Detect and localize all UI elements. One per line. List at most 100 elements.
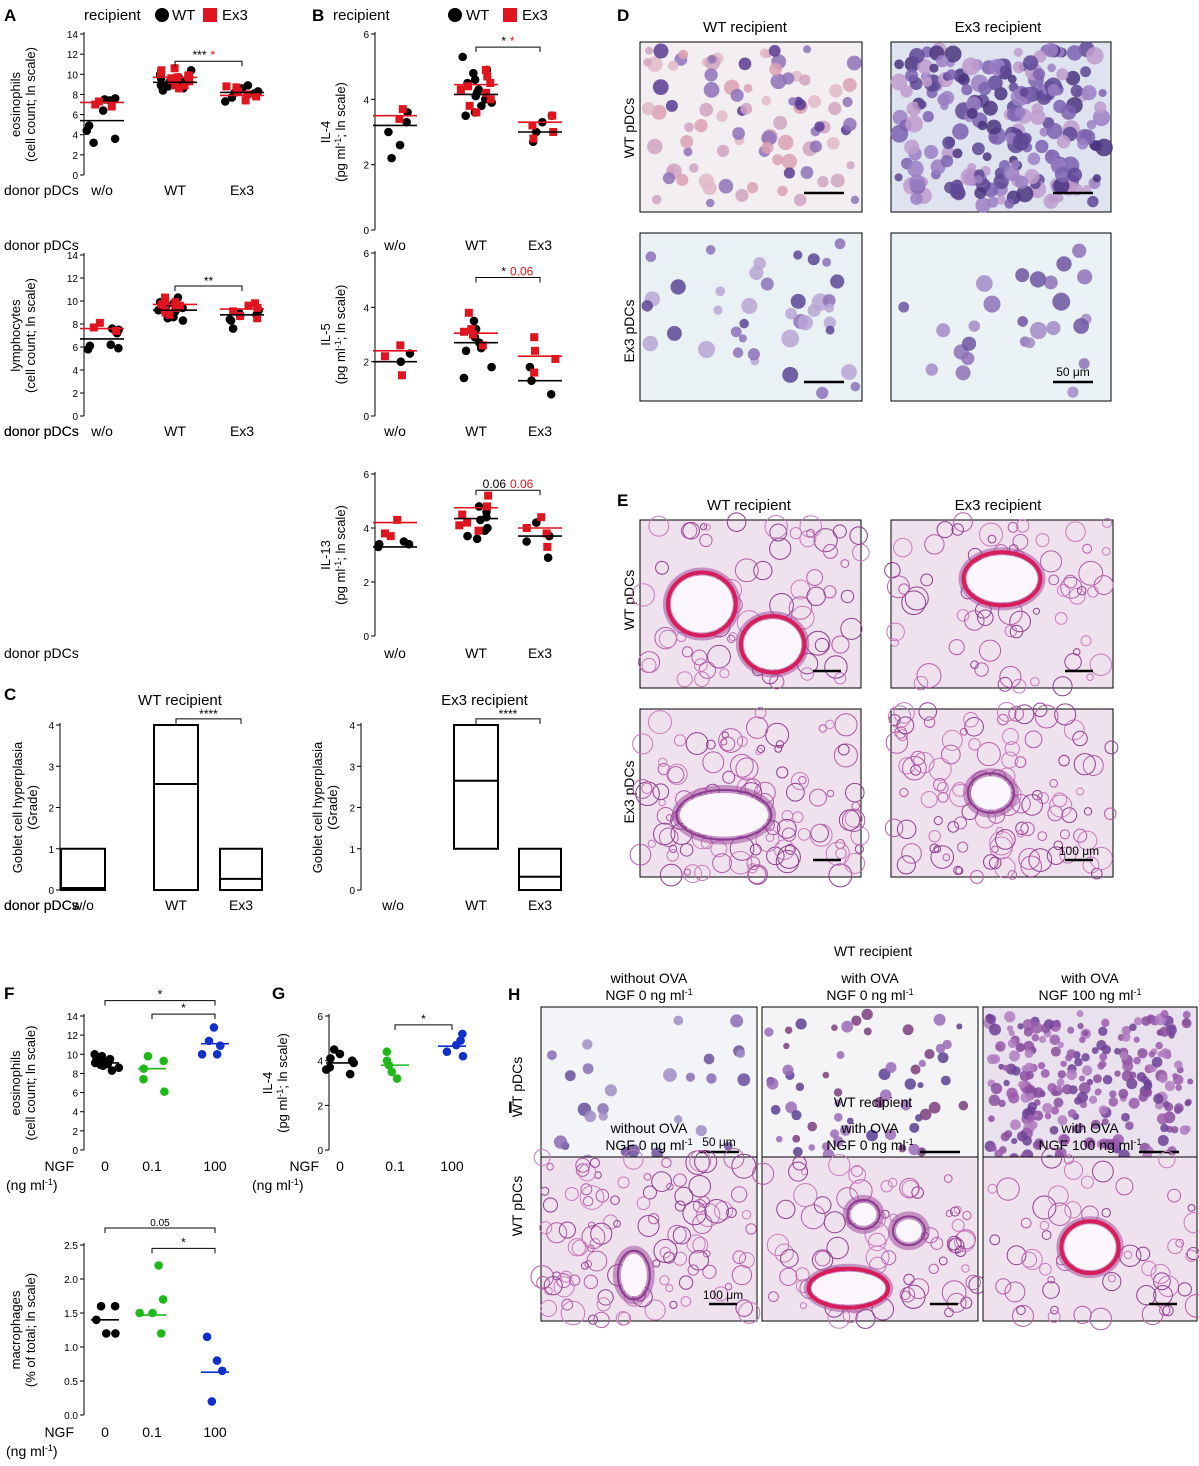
y-axis-label: macrophages — [8, 1290, 23, 1369]
cell — [598, 1111, 608, 1121]
alveolus — [1104, 807, 1117, 820]
data-point-wt — [83, 345, 93, 354]
y-axis-label: lymphocytes — [8, 299, 23, 372]
data-point-ex3 — [530, 333, 539, 342]
data-point-ex3 — [380, 352, 389, 361]
alveolus — [1083, 807, 1093, 816]
data-point-ex3 — [244, 301, 253, 310]
cell — [917, 100, 927, 109]
x-tick-label: 100 — [440, 1158, 464, 1174]
cell — [582, 1063, 594, 1075]
micrograph-lung-section — [982, 1147, 1199, 1331]
data-point-ex3 — [472, 108, 481, 117]
cell — [1160, 1010, 1169, 1019]
x-tick-label: w/o — [381, 897, 404, 913]
grade-box — [219, 847, 263, 891]
cell — [905, 115, 923, 133]
alveolus — [800, 1204, 826, 1230]
cell — [1031, 103, 1044, 115]
data-point — [202, 1332, 212, 1342]
cell — [1184, 1100, 1191, 1107]
cell — [1098, 89, 1107, 98]
column-title: Ex3 recipient — [955, 19, 1043, 36]
data-point-ex3 — [232, 83, 241, 92]
alveolus — [978, 639, 1002, 662]
data-point-wt — [471, 91, 481, 101]
alveolus — [1078, 560, 1104, 586]
airway-lumen — [1064, 1224, 1116, 1271]
cell — [1175, 1084, 1182, 1091]
alveolus — [951, 1218, 965, 1232]
alveolus — [844, 852, 866, 874]
legend-wt-label: WT — [466, 7, 489, 24]
x-tick-label: 0.1 — [385, 1158, 405, 1174]
cell — [652, 79, 669, 96]
cell — [1053, 1019, 1061, 1028]
column-title: with OVA — [1060, 970, 1119, 986]
cell — [1042, 1102, 1053, 1114]
data-point — [154, 1261, 163, 1270]
section-header: WT recipient — [834, 943, 912, 959]
cell — [1044, 1112, 1052, 1120]
alveolus — [1046, 846, 1066, 865]
data-point-ex3 — [222, 82, 231, 91]
alveolus — [1009, 624, 1024, 639]
cell — [1043, 275, 1058, 290]
data-point — [110, 1301, 120, 1311]
cell — [685, 1072, 695, 1082]
cell — [694, 118, 708, 133]
alveolus — [589, 1157, 600, 1168]
alveolus — [1021, 1248, 1043, 1271]
y-tick-label: 2 — [349, 804, 355, 815]
cell — [641, 300, 653, 312]
cell — [547, 1050, 557, 1061]
alveolus — [1064, 1201, 1082, 1219]
alveolus — [916, 663, 942, 689]
data-point-ex3 — [112, 326, 121, 335]
airway-lumen — [966, 555, 1038, 603]
cell — [1090, 1119, 1101, 1130]
cell — [775, 1135, 783, 1143]
cell — [768, 44, 781, 57]
airway-epithelium — [891, 1215, 926, 1247]
y-tick-label: 6 — [72, 1089, 78, 1100]
column-title: without OVA — [610, 1120, 688, 1136]
alveolus — [886, 622, 905, 642]
data-point — [139, 1074, 148, 1084]
cell — [1049, 1125, 1059, 1135]
data-point-ex3 — [229, 307, 238, 316]
cell — [1119, 1051, 1129, 1061]
cell — [1077, 1022, 1084, 1030]
alveolus — [976, 742, 1001, 767]
data-point-wt — [158, 86, 168, 95]
data-point-wt — [472, 534, 482, 544]
data-point — [392, 1074, 402, 1083]
cell — [884, 1128, 897, 1141]
x-axis-unit: (ng ml-1) — [6, 1177, 58, 1193]
alveolus — [987, 534, 997, 544]
cell — [1086, 119, 1097, 130]
alveolus — [885, 731, 909, 754]
alveolus — [1007, 870, 1018, 880]
alveolus — [681, 646, 693, 658]
alveolus — [774, 744, 783, 753]
alveolus — [698, 661, 717, 679]
cell — [1003, 165, 1020, 181]
alveolus — [1089, 846, 1113, 871]
chart-g1: 0 2 4 6 IL-4(pg ml-1; ln scale) * NGF (ng ml-1)… — [252, 1012, 468, 1193]
cell — [1067, 167, 1083, 183]
x-tick-label: Ex3 — [528, 897, 552, 913]
alveolus — [1030, 676, 1040, 687]
alveolus — [896, 855, 916, 875]
legend-title: recipient — [84, 7, 142, 24]
cell — [707, 54, 717, 64]
alveolus — [948, 639, 965, 656]
alveolus — [899, 787, 909, 798]
alveolus — [814, 637, 830, 653]
cell — [1023, 1027, 1033, 1037]
significance-bracket — [174, 285, 243, 292]
panel-letter-c: C — [4, 685, 16, 704]
cell — [706, 1073, 717, 1084]
cell — [1121, 1112, 1130, 1122]
alveolus — [679, 843, 694, 857]
